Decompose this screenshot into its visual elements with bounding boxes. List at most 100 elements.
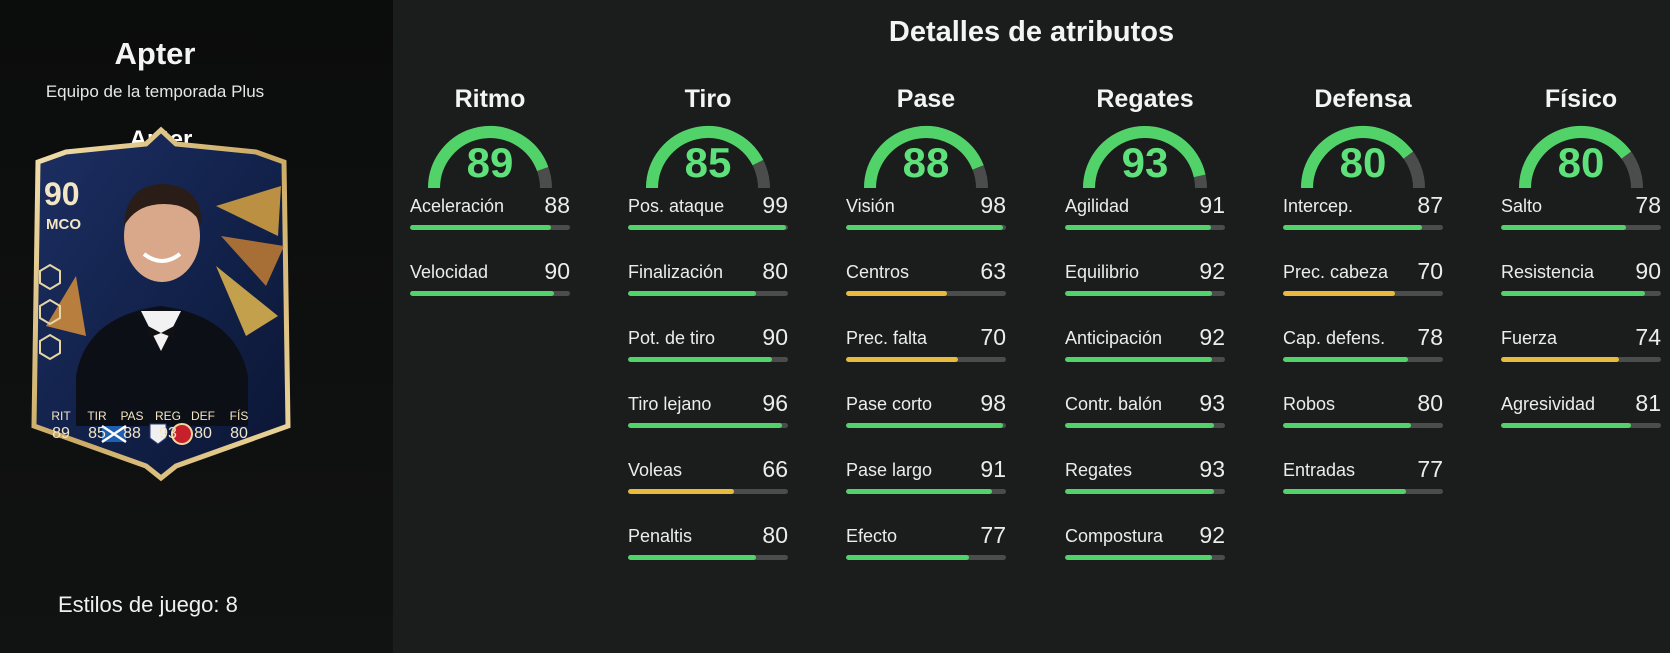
attribute-bar: [628, 357, 788, 362]
attribute-name: Aceleración: [410, 196, 505, 216]
attribute-name: Compostura: [1065, 526, 1164, 546]
attribute-name: Entradas: [1283, 460, 1356, 480]
attribute-value: 90: [1635, 258, 1661, 284]
playstyles-count: Estilos de juego: 8: [58, 592, 238, 618]
card-stat-def: DEF 80: [188, 409, 218, 443]
attribute-value: 80: [762, 522, 788, 548]
attribute-value: 77: [1417, 456, 1443, 482]
gauge-arc: [428, 126, 552, 189]
attribute-row: Prec. falta 70: [846, 324, 1006, 390]
category-rating: 88: [902, 139, 950, 186]
attribute-row: Regates 93: [1065, 456, 1225, 522]
attribute-bar-fill: [846, 357, 958, 362]
attribute-bar-fill: [1283, 489, 1407, 494]
attribute-row: Intercep. 87: [1283, 192, 1443, 258]
attribute-row: Pos. ataque 99: [628, 192, 788, 258]
attribute-bar-fill: [1065, 291, 1213, 296]
card-stat-fís: FÍS 80: [224, 409, 254, 443]
attribute-value: 70: [980, 324, 1006, 350]
card-stat-pas: PAS 88: [117, 409, 147, 443]
attribute-bar-fill: [1501, 291, 1645, 296]
attribute-bar: [1283, 291, 1443, 296]
attribute-bar-fill: [1065, 357, 1213, 362]
attribute-bar-fill: [628, 555, 756, 560]
attribute-bar: [846, 291, 1006, 296]
card-stat-label: RIT: [51, 409, 71, 423]
attribute-row: Pot. de tiro 90: [628, 324, 788, 390]
category-gauge: 89: [410, 119, 570, 191]
attribute-name: Resistencia: [1501, 262, 1595, 282]
gauge-arc: [864, 126, 988, 189]
attribute-row: Pase corto 98: [846, 390, 1006, 456]
category-físico: Físico 80 Salto 78 Resistencia 90 Fuerza 74 Agre…: [1501, 85, 1661, 456]
attribute-bar: [628, 423, 788, 428]
attribute-row: Visión 98: [846, 192, 1006, 258]
attribute-value: 99: [762, 192, 788, 218]
card-stat-rit: RIT 89: [46, 409, 76, 443]
attribute-bar-fill: [1283, 291, 1395, 296]
attribute-row: Tiro lejano 96: [628, 390, 788, 456]
category-rating: 80: [1339, 139, 1387, 186]
attribute-value: 96: [762, 390, 788, 416]
category-tiro: Tiro 85 Pos. ataque 99 Finalización 80 Pot. de…: [628, 85, 788, 588]
attribute-name: Velocidad: [410, 262, 489, 282]
card-stat-value: 89: [52, 425, 70, 442]
gauge-fill: [1519, 126, 1632, 189]
attribute-row: Anticipación 92: [1065, 324, 1225, 390]
gauge-fill: [646, 126, 764, 189]
player-name: Apter: [114, 36, 196, 71]
attribute-bar-fill: [1501, 423, 1631, 428]
attribute-row: Salto 78: [1501, 192, 1661, 258]
attribute-name: Fuerza: [1501, 328, 1558, 348]
attribute-row: Robos 80: [1283, 390, 1443, 456]
attribute-bar: [1501, 291, 1661, 296]
attribute-row: Contr. balón 93: [1065, 390, 1225, 456]
category-title: Físico: [1544, 85, 1618, 113]
player-panel: Apter Equipo de la temporada Plus: [0, 0, 393, 653]
attribute-bar-fill: [628, 489, 734, 494]
card-position: MCO: [46, 216, 81, 233]
attribute-bar-fill: [1283, 357, 1408, 362]
attribute-row: Voleas 66: [628, 456, 788, 522]
attribute-name: Prec. cabeza: [1283, 262, 1389, 282]
attribute-bar-fill: [1283, 225, 1423, 230]
attribute-bar: [846, 357, 1006, 362]
attribute-value: 91: [980, 456, 1006, 482]
attribute-bar: [846, 423, 1006, 428]
attribute-bar: [410, 225, 570, 230]
attribute-bar-fill: [1065, 423, 1214, 428]
attribute-name: Cap. defens.: [1283, 328, 1386, 348]
gauge-fill: [1301, 126, 1414, 189]
attribute-value: 78: [1417, 324, 1443, 350]
player-photo: [76, 184, 248, 426]
attribute-name: Pase corto: [846, 394, 933, 414]
playstyle-icon-3: [39, 333, 61, 361]
category-gauge: 88: [846, 119, 1006, 191]
player-card[interactable]: 90 MCO Apter RIT89TIR85PAS88REG93DEF80FÍ…: [16, 126, 306, 498]
attribute-name: Pase largo: [846, 460, 933, 480]
category-title: Regates: [1096, 85, 1194, 113]
attribute-name: Centros: [846, 262, 910, 282]
attribute-bar-fill: [846, 489, 992, 494]
attribute-value: 81: [1635, 390, 1661, 416]
gauge-fill: [864, 126, 984, 189]
attribute-bar: [1283, 489, 1443, 494]
attribute-bar: [410, 291, 570, 296]
attribute-value: 90: [762, 324, 788, 350]
attribute-value: 74: [1635, 324, 1661, 350]
attribute-bar-fill: [410, 291, 554, 296]
attribute-name: Pot. de tiro: [628, 328, 716, 348]
attribute-bar-fill: [846, 423, 1003, 428]
attribute-name: Contr. balón: [1065, 394, 1163, 414]
attribute-bar: [846, 555, 1006, 560]
attribute-row: Centros 63: [846, 258, 1006, 324]
attribute-row: Compostura 92: [1065, 522, 1225, 588]
attribute-name: Robos: [1283, 394, 1336, 414]
card-stat-value: 88: [123, 425, 141, 442]
attributes-title: Detalles de atributos: [888, 16, 1175, 48]
gauge-arc: [646, 126, 770, 189]
category-title: Pase: [896, 85, 956, 113]
attribute-value: 87: [1417, 192, 1443, 218]
nation-flag: [101, 424, 127, 444]
attribute-bar-fill: [846, 225, 1003, 230]
